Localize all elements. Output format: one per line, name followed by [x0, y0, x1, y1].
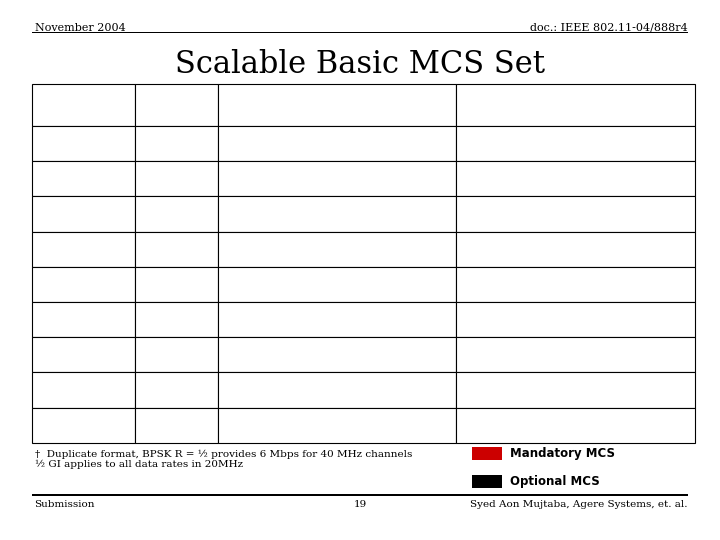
Text: 108, 216: 108, 216 [510, 313, 571, 326]
Text: , 162, 216: , 162, 216 [328, 348, 399, 361]
Text: 16 QAM: 16 QAM [57, 278, 111, 291]
Text: 6†, 13.5, 27: 6†, 13.5, 27 [501, 137, 583, 150]
Text: 48, 96: 48, 96 [280, 313, 324, 326]
Text: Mandatory MCS: Mandatory MCS [510, 447, 616, 460]
Text: Optional MCS: Optional MCS [510, 475, 600, 488]
Text: , 144, 192: , 144, 192 [324, 313, 395, 326]
Text: 24, 48: 24, 48 [289, 243, 333, 256]
Text: 1/2: 1/2 [166, 172, 187, 185]
Text: Modulation: Modulation [45, 98, 123, 111]
Text: Data Rates 20 MHz (Mbps)
(1,2,3,4 spatial streams): Data Rates 20 MHz (Mbps) (1,2,3,4 spatia… [249, 90, 426, 119]
Text: Code Rate: Code Rate [140, 98, 212, 111]
Text: 70, 140: 70, 140 [275, 418, 328, 431]
Text: 54, 108: 54, 108 [276, 348, 328, 361]
Text: 36, 72: 36, 72 [280, 278, 324, 291]
Text: , 121.5, 162: , 121.5, 162 [562, 207, 647, 220]
Text: 64 QAM: 64 QAM [57, 348, 111, 361]
Text: 18, 36: 18, 36 [289, 207, 333, 220]
Text: 16 QAM: 16 QAM [57, 243, 111, 256]
Text: , 364.5, 486: , 364.5, 486 [571, 348, 655, 361]
Text: 1/2: 1/2 [166, 137, 187, 150]
Text: , 72, 96: , 72, 96 [333, 243, 386, 256]
Text: Data Rates 40 MHz (Mbps)
(1,2,3,4 spatial streams): Data Rates 40 MHz (Mbps) (1,2,3,4 spatia… [487, 90, 664, 119]
Text: , 108, 144: , 108, 144 [324, 278, 395, 291]
Text: 2/3: 2/3 [166, 313, 187, 326]
Text: Syed Aon Mujtaba, Agere Systems, et. al.: Syed Aon Mujtaba, Agere Systems, et. al. [470, 500, 688, 509]
Text: 63, 126: 63, 126 [276, 383, 328, 396]
Text: 3/4: 3/4 [166, 348, 187, 361]
Text: QPSK: QPSK [65, 172, 103, 185]
Text: QPSK: QPSK [65, 207, 103, 220]
Text: 64 QAM: 64 QAM [57, 383, 111, 396]
Text: , 243, 324: , 243, 324 [567, 278, 637, 291]
Text: 141.7, 283.5, 425.2, 567: 141.7, 283.5, 425.2, 567 [490, 383, 662, 396]
Text: November 2004: November 2004 [35, 23, 125, 33]
Text: 3/4: 3/4 [166, 278, 187, 291]
Text: BPSK: BPSK [65, 137, 102, 150]
Text: Submission: Submission [35, 500, 95, 509]
Text: , 45.5, 54: , 45.5, 54 [583, 137, 649, 150]
Text: 6, 12: 6, 12 [293, 137, 328, 150]
Text: 1/2: 1/2 [166, 243, 187, 256]
Text: 7/8 with ½ GI: 7/8 with ½ GI [130, 418, 223, 431]
Text: 12, 24: 12, 24 [289, 172, 333, 185]
Text: 40.5, 81: 40.5, 81 [505, 207, 562, 220]
Text: , 54, 72: , 54, 72 [333, 207, 386, 220]
Text: , 210, 280: , 210, 280 [328, 418, 399, 431]
Text: 81, 162: 81, 162 [514, 278, 567, 291]
Text: 7/8: 7/8 [166, 383, 187, 396]
Text: 64 QAM: 64 QAM [57, 313, 111, 326]
Text: 27, 54: 27, 54 [523, 172, 567, 185]
Text: , 324, 432: , 324, 432 [571, 313, 642, 326]
Text: 157.5, 315, 472.5, 630: 157.5, 315, 472.5, 630 [496, 418, 655, 431]
Text: 64 QAM: 64 QAM [57, 418, 111, 431]
Text: †  Duplicate format, BPSK R = ½ provides 6 Mbps for 40 MHz channels: † Duplicate format, BPSK R = ½ provides … [35, 449, 412, 458]
Text: , 18, 24: , 18, 24 [328, 137, 382, 150]
Text: Scalable Basic MCS Set: Scalable Basic MCS Set [175, 49, 545, 79]
Text: 54, 108: 54, 108 [514, 243, 567, 256]
Text: , 36, 48: , 36, 48 [333, 172, 386, 185]
Text: doc.: IEEE 802.11-04/888r4: doc.: IEEE 802.11-04/888r4 [530, 23, 688, 33]
Text: 19: 19 [354, 500, 366, 509]
Text: , 189, 252: , 189, 252 [328, 383, 399, 396]
Text: 121.5, 243: 121.5, 243 [496, 348, 571, 361]
Text: ½ GI applies to all data rates in 20MHz: ½ GI applies to all data rates in 20MHz [35, 460, 243, 469]
Text: , 81, 108: , 81, 108 [567, 172, 629, 185]
Text: 3/4: 3/4 [166, 207, 187, 220]
Text: , 162, 216: , 162, 216 [567, 243, 637, 256]
